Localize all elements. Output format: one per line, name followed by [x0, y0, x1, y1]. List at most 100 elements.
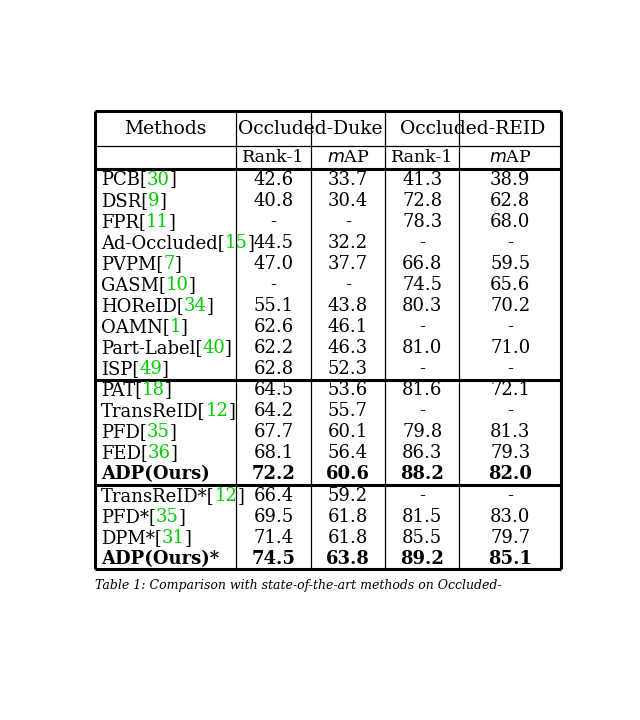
Text: Methods: Methods	[124, 120, 207, 138]
Text: ]: ]	[169, 212, 175, 230]
Text: GASM[: GASM[	[101, 276, 166, 294]
Text: 79.8: 79.8	[402, 423, 442, 441]
Text: 81.5: 81.5	[402, 508, 442, 526]
Text: 83.0: 83.0	[490, 508, 531, 526]
Text: 56.4: 56.4	[328, 444, 368, 462]
Text: Occluded-Duke: Occluded-Duke	[238, 120, 383, 138]
Text: 60.6: 60.6	[326, 466, 370, 484]
Text: 34: 34	[184, 297, 207, 315]
Text: 74.5: 74.5	[252, 550, 296, 568]
Text: ]: ]	[162, 360, 169, 378]
Text: 55.7: 55.7	[328, 402, 368, 420]
Text: ]: ]	[247, 234, 254, 252]
Text: 12: 12	[205, 402, 228, 420]
Text: 86.3: 86.3	[402, 444, 442, 462]
Text: TransReID*[: TransReID*[	[101, 487, 214, 505]
Text: 85.5: 85.5	[402, 528, 442, 546]
Text: 60.1: 60.1	[328, 423, 368, 441]
Text: 32.2: 32.2	[328, 234, 368, 252]
Text: 72.1: 72.1	[490, 381, 531, 399]
Text: -: -	[419, 487, 425, 505]
Text: 46.1: 46.1	[328, 318, 368, 336]
Text: 66.8: 66.8	[402, 255, 442, 273]
Text: 1: 1	[170, 318, 181, 336]
Text: 67.7: 67.7	[253, 423, 294, 441]
Text: 72.2: 72.2	[252, 466, 296, 484]
Text: 36: 36	[148, 444, 171, 462]
Text: PAT[: PAT[	[101, 381, 142, 399]
Text: -: -	[345, 212, 351, 230]
Text: 62.8: 62.8	[490, 192, 531, 210]
Text: -: -	[419, 360, 425, 378]
Text: 61.8: 61.8	[328, 528, 368, 546]
Text: ADP(Ours)*: ADP(Ours)*	[101, 550, 219, 568]
Text: ]: ]	[159, 192, 166, 210]
Text: DPM*[: DPM*[	[101, 528, 161, 546]
Text: 47.0: 47.0	[253, 255, 294, 273]
Text: ]: ]	[207, 297, 213, 315]
Text: PFD*[: PFD*[	[101, 508, 156, 526]
Text: 61.8: 61.8	[328, 508, 368, 526]
Text: PVPM[: PVPM[	[101, 255, 163, 273]
Text: 35: 35	[147, 423, 170, 441]
Text: 30: 30	[147, 171, 170, 189]
Text: $m$AP: $m$AP	[489, 149, 532, 166]
Text: 49: 49	[139, 360, 162, 378]
Text: -: -	[271, 276, 276, 294]
Text: ]: ]	[189, 276, 196, 294]
Text: Part-Label[: Part-Label[	[101, 339, 202, 357]
Text: 44.5: 44.5	[253, 234, 293, 252]
Text: 64.5: 64.5	[253, 381, 294, 399]
Text: HOReID[: HOReID[	[101, 297, 184, 315]
Text: DSR[: DSR[	[101, 192, 148, 210]
Text: -: -	[508, 318, 513, 336]
Text: 35: 35	[156, 508, 179, 526]
Text: 80.3: 80.3	[402, 297, 442, 315]
Text: 69.5: 69.5	[253, 508, 294, 526]
Text: 79.3: 79.3	[490, 444, 531, 462]
Text: 71.4: 71.4	[253, 528, 294, 546]
Text: 37.7: 37.7	[328, 255, 368, 273]
Text: 89.2: 89.2	[400, 550, 444, 568]
Text: -: -	[419, 234, 425, 252]
Text: ]: ]	[179, 508, 186, 526]
Text: 78.3: 78.3	[402, 212, 442, 230]
Text: -: -	[419, 318, 425, 336]
Text: 7: 7	[163, 255, 175, 273]
Text: FED[: FED[	[101, 444, 148, 462]
Text: 59.2: 59.2	[328, 487, 368, 505]
Text: -: -	[508, 360, 513, 378]
Text: ]: ]	[237, 487, 244, 505]
Text: 31: 31	[161, 528, 184, 546]
Text: 46.3: 46.3	[328, 339, 368, 357]
Text: PCB[: PCB[	[101, 171, 147, 189]
Text: Occluded-REID: Occluded-REID	[401, 120, 546, 138]
Text: 81.6: 81.6	[402, 381, 442, 399]
Text: 63.8: 63.8	[326, 550, 370, 568]
Text: ]: ]	[228, 402, 235, 420]
Text: 43.8: 43.8	[328, 297, 368, 315]
Text: 12: 12	[214, 487, 237, 505]
Text: ]: ]	[184, 528, 191, 546]
Text: -: -	[508, 234, 513, 252]
Text: 62.2: 62.2	[253, 339, 294, 357]
Text: -: -	[271, 212, 276, 230]
Text: 11: 11	[146, 212, 169, 230]
Text: PFD[: PFD[	[101, 423, 147, 441]
Text: ]: ]	[171, 444, 177, 462]
Text: 74.5: 74.5	[402, 276, 442, 294]
Text: 41.3: 41.3	[402, 171, 442, 189]
Text: 70.2: 70.2	[490, 297, 531, 315]
Text: 10: 10	[166, 276, 189, 294]
Text: 55.1: 55.1	[253, 297, 294, 315]
Text: 81.0: 81.0	[402, 339, 442, 357]
Text: TransReID[: TransReID[	[101, 402, 205, 420]
Text: 62.6: 62.6	[253, 318, 294, 336]
Text: 18: 18	[142, 381, 165, 399]
Text: 68.0: 68.0	[490, 212, 531, 230]
Text: 82.0: 82.0	[488, 466, 532, 484]
Text: ]: ]	[175, 255, 181, 273]
Text: -: -	[419, 402, 425, 420]
Text: 68.1: 68.1	[253, 444, 294, 462]
Text: ADP(Ours): ADP(Ours)	[101, 466, 209, 484]
